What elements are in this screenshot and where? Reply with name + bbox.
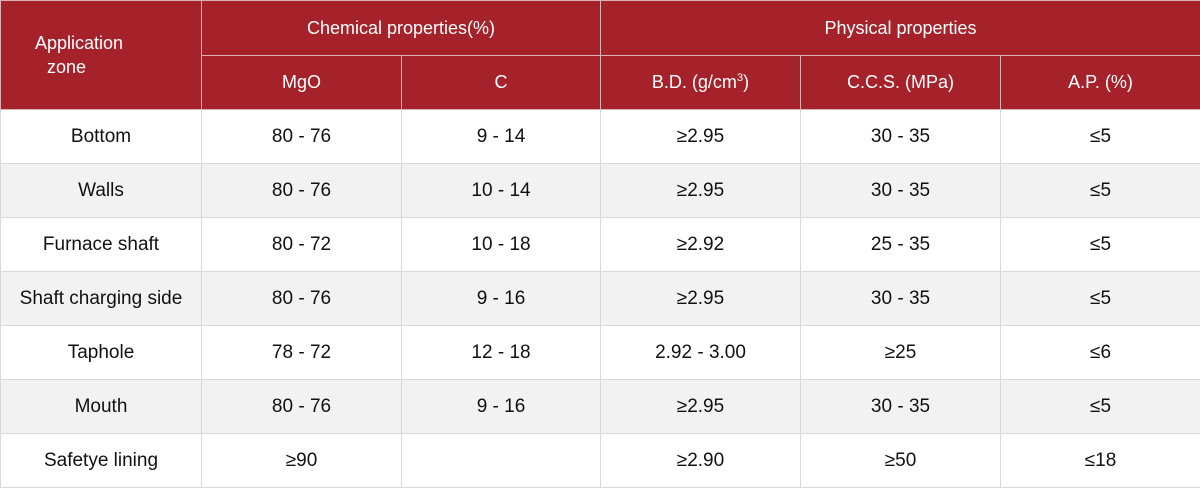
ap-cell: ≤18 xyxy=(999,433,1200,488)
ccs-cell: 30 - 35 xyxy=(800,109,1001,164)
mgo-cell: 80 - 76 xyxy=(201,163,402,218)
ccs-cell: 30 - 35 xyxy=(800,379,1001,434)
mgo-cell: 80 - 76 xyxy=(201,379,402,434)
zone-cell: Walls xyxy=(0,163,202,218)
c-cell: 9 - 14 xyxy=(401,109,601,164)
chemical-properties-header: Chemical properties(%) xyxy=(201,0,601,56)
bd-header: B.D. (g/cm3) xyxy=(600,55,801,110)
bd-header-close: ) xyxy=(743,72,750,92)
mgo-header: MgO xyxy=(201,55,402,110)
zone-cell: Furnace shaft xyxy=(0,217,202,272)
physical-properties-header: Physical properties xyxy=(599,0,1200,56)
ccs-cell: 25 - 35 xyxy=(800,217,1001,272)
mgo-cell: 78 - 72 xyxy=(201,325,402,380)
ccs-cell: ≥25 xyxy=(800,325,1001,380)
ccs-cell: 30 - 35 xyxy=(800,271,1001,326)
bd-cell: ≥2.92 xyxy=(600,217,801,272)
c-header: C xyxy=(401,55,601,110)
c-cell: 10 - 14 xyxy=(401,163,601,218)
mgo-cell: ≥90 xyxy=(201,433,402,488)
zone-cell: Shaft charging side xyxy=(0,271,202,326)
table-row: Mouth 80 - 76 9 - 16 ≥2.95 30 - 35 ≤5 xyxy=(0,379,1200,434)
zone-cell: Mouth xyxy=(0,379,202,434)
ccs-cell: ≥50 xyxy=(800,433,1001,488)
c-cell: 10 - 18 xyxy=(401,217,601,272)
ccs-cell: 30 - 35 xyxy=(800,163,1001,218)
bd-cell: ≥2.90 xyxy=(600,433,801,488)
ap-cell: ≤5 xyxy=(999,379,1200,434)
zone-header-line2: zone xyxy=(47,57,87,77)
table-row: Bottom 80 - 76 9 - 14 ≥2.95 30 - 35 ≤5 xyxy=(0,109,1200,164)
bd-cell: ≥2.95 xyxy=(600,109,801,164)
c-cell: 12 - 18 xyxy=(401,325,601,380)
bd-cell: ≥2.95 xyxy=(600,163,801,218)
application-zone-header: Application zone xyxy=(0,0,202,110)
table-row: Shaft charging side 80 - 76 9 - 16 ≥2.95… xyxy=(0,271,1200,326)
table-row: Safetye lining ≥90 ≥2.90 ≥50 ≤18 xyxy=(0,433,1200,488)
zone-cell: Taphole xyxy=(0,325,202,380)
ap-header: A.P. (%) xyxy=(999,55,1200,110)
zone-header-line1: Application xyxy=(35,33,124,53)
ap-cell: ≤5 xyxy=(999,271,1200,326)
header-row-groups: Application zone Chemical properties(%) … xyxy=(0,0,1200,110)
mgo-cell: 80 - 76 xyxy=(201,271,402,326)
table-row: Walls 80 - 76 10 - 14 ≥2.95 30 - 35 ≤5 xyxy=(0,163,1200,218)
mgo-cell: 80 - 72 xyxy=(201,217,402,272)
bd-header-sup: 3 xyxy=(736,72,744,84)
c-cell xyxy=(401,433,601,488)
bd-cell: ≥2.95 xyxy=(600,379,801,434)
bd-cell: ≥2.95 xyxy=(600,271,801,326)
ap-cell: ≤5 xyxy=(999,217,1200,272)
ccs-header: C.C.S. (MPa) xyxy=(800,55,1001,110)
ap-cell: ≤6 xyxy=(999,325,1200,380)
header-row-columns: MgO C B.D. (g/cm3) C.C.S. (MPa) A.P. (%) xyxy=(1,55,1200,110)
ap-cell: ≤5 xyxy=(999,163,1200,218)
mgo-cell: 80 - 76 xyxy=(201,109,402,164)
bd-cell: 2.92 - 3.00 xyxy=(600,325,801,380)
c-cell: 9 - 16 xyxy=(401,379,601,434)
zone-cell: Safetye lining xyxy=(0,433,202,488)
c-cell: 9 - 16 xyxy=(401,271,601,326)
ap-cell: ≤5 xyxy=(999,109,1200,164)
bd-header-text: B.D. (g/cm xyxy=(651,72,737,92)
table-row: Furnace shaft 80 - 72 10 - 18 ≥2.92 25 -… xyxy=(0,217,1200,272)
table-row: Taphole 78 - 72 12 - 18 2.92 - 3.00 ≥25 … xyxy=(0,325,1200,380)
zone-cell: Bottom xyxy=(0,109,202,164)
